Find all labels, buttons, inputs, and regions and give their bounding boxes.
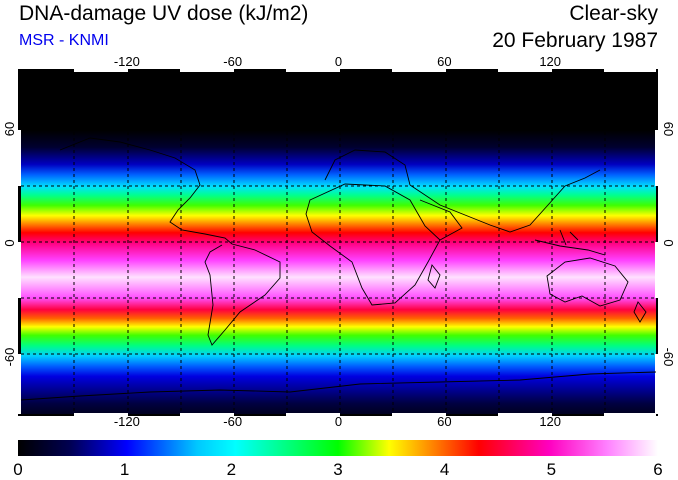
right-latitude-label: 60 xyxy=(661,122,676,136)
right-latitude-label: 0 xyxy=(661,239,676,246)
left-latitude-label: -60 xyxy=(2,348,17,367)
source-label: MSR - KNMI xyxy=(19,32,109,49)
bottom-longitude-label: -60 xyxy=(223,414,242,429)
colorbar-label: 0 xyxy=(13,460,22,479)
colorbar-label: 6 xyxy=(653,460,662,479)
colorbar-label: 2 xyxy=(227,460,236,479)
left-latitude-label: 60 xyxy=(2,122,17,136)
colorbar-label: 5 xyxy=(547,460,556,479)
europe-coast xyxy=(324,149,411,186)
map-title: DNA-damage UV dose (kJ/m2) xyxy=(19,2,309,25)
top-longitude-label: -60 xyxy=(223,54,242,69)
maritime-asia-coast xyxy=(534,229,606,256)
left-latitude-label: 0 xyxy=(2,239,17,246)
top-longitude-label: 120 xyxy=(539,54,561,69)
colorbar xyxy=(18,440,658,456)
madagascar-coast xyxy=(427,264,441,289)
top-longitude-label: 0 xyxy=(335,54,342,69)
sky-condition-label: Clear-sky xyxy=(569,2,658,25)
colorbar-label: 3 xyxy=(333,460,342,479)
colorbar-label: 1 xyxy=(120,460,129,479)
graticule xyxy=(21,72,656,414)
bottom-longitude-label: 120 xyxy=(539,414,561,429)
arabia-coast xyxy=(419,199,463,241)
new-zealand-coast xyxy=(633,301,647,323)
coastlines xyxy=(20,137,657,401)
frame-ticks xyxy=(18,69,658,416)
top-longitude-label: -120 xyxy=(114,54,140,69)
date-label: 20 February 1987 xyxy=(492,29,658,52)
right-latitude-label: -60 xyxy=(661,348,676,367)
asia-coast xyxy=(409,169,601,233)
bottom-longitude-label: 60 xyxy=(437,414,451,429)
colorbar-label: 4 xyxy=(440,460,449,479)
top-longitude-label: 60 xyxy=(437,54,451,69)
bottom-longitude-label: -120 xyxy=(114,414,140,429)
uv-dose-field xyxy=(21,72,656,414)
north-america-coast xyxy=(59,137,233,245)
australia-coast xyxy=(546,257,629,307)
africa-coast xyxy=(305,183,441,306)
antarctica-coast xyxy=(20,371,657,401)
bottom-longitude-label: 0 xyxy=(335,414,342,429)
south-america-coast xyxy=(204,243,281,346)
